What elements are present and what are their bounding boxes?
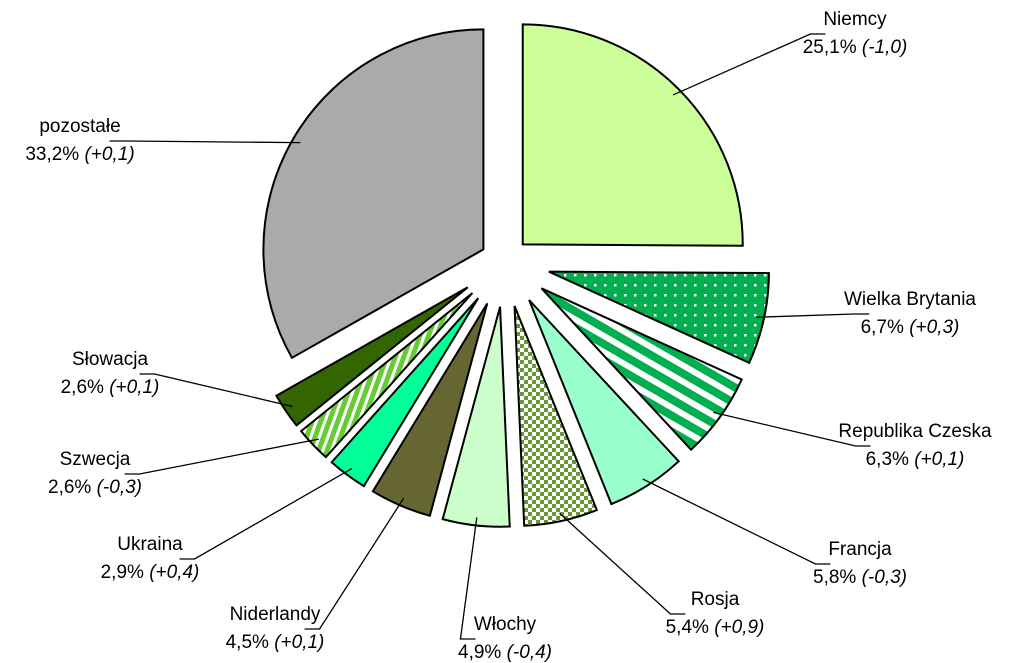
change-label: (+0,3) (909, 317, 959, 338)
slice-value: 2,6% (+0,1) (61, 377, 160, 398)
leader-line (672, 33, 826, 96)
value-label: 4,5% (226, 632, 269, 653)
change-label: (-0,3) (862, 567, 907, 588)
slice-label: Niderlandy (230, 604, 321, 625)
pie-slice (548, 270, 770, 365)
slice-value: 4,5% (+0,1) (226, 632, 325, 653)
change-label: (-1,0) (862, 37, 907, 58)
slice-label: Włochy (474, 614, 537, 635)
value-label: 33,2% (25, 144, 79, 165)
leader-line (559, 512, 686, 615)
slice-label: Wielka Brytania (844, 289, 976, 310)
pie-slice (528, 299, 681, 506)
value-label: 25,1% (803, 37, 857, 58)
value-label: 2,6% (61, 377, 104, 398)
leader-line (179, 467, 353, 560)
change-label: (-0,4) (507, 642, 552, 663)
pie-slice (299, 292, 474, 459)
change-label: (+0,1) (274, 632, 324, 653)
slice-value: 5,4% (+0,9) (666, 617, 765, 638)
slice-value: 6,7% (+0,3) (861, 317, 960, 338)
change-label: (-0,3) (97, 477, 142, 498)
slice-label: Republika Czeska (838, 421, 992, 442)
value-label: 4,9% (458, 642, 501, 663)
value-label: 5,8% (813, 567, 856, 588)
slice-value: 25,1% (-1,0) (803, 37, 908, 58)
slice-value: 33,2% (+0,1) (25, 144, 134, 165)
leader-line (109, 140, 301, 144)
leader-line (642, 478, 831, 565)
slice-label: Rosja (691, 589, 740, 610)
leader-line (459, 517, 478, 640)
leader-line (304, 497, 405, 630)
change-label: (+0,1) (914, 449, 964, 470)
slice-value: 2,9% (+0,4) (101, 562, 200, 583)
slice-value: 5,8% (-0,3) (813, 567, 907, 588)
value-label: 6,7% (861, 317, 904, 338)
change-label: (+0,9) (714, 617, 764, 638)
slice-label: Niemcy (823, 9, 887, 30)
slice-value: 2,6% (-0,3) (48, 477, 142, 498)
slice-label: Francja (828, 539, 892, 560)
change-label: (+0,4) (149, 562, 199, 583)
pie-slice (274, 286, 469, 427)
leader-line (124, 438, 319, 475)
slice-value: 6,3% (+0,1) (866, 449, 965, 470)
leader-line (755, 313, 870, 318)
slice-label: pozostałe (39, 116, 120, 137)
value-label: 2,9% (101, 562, 144, 583)
pie-slice (330, 297, 480, 488)
slice-label: Ukraina (117, 534, 183, 555)
pie-slice (540, 287, 744, 452)
leader-line (139, 373, 293, 408)
leader-line (713, 411, 871, 447)
value-label: 2,6% (48, 477, 91, 498)
change-label: (+0,1) (109, 377, 159, 398)
value-label: 5,4% (666, 617, 709, 638)
pie-slice (262, 28, 485, 360)
slice-label: Słowacja (72, 349, 148, 370)
slice-value: 4,9% (-0,4) (458, 642, 552, 663)
slice-label: Szwecja (60, 449, 131, 470)
pie-slice (513, 305, 599, 527)
change-label: (+0,1) (84, 144, 134, 165)
value-label: 6,3% (866, 449, 909, 470)
pie-slice (521, 23, 744, 247)
pie-slice (371, 302, 489, 517)
